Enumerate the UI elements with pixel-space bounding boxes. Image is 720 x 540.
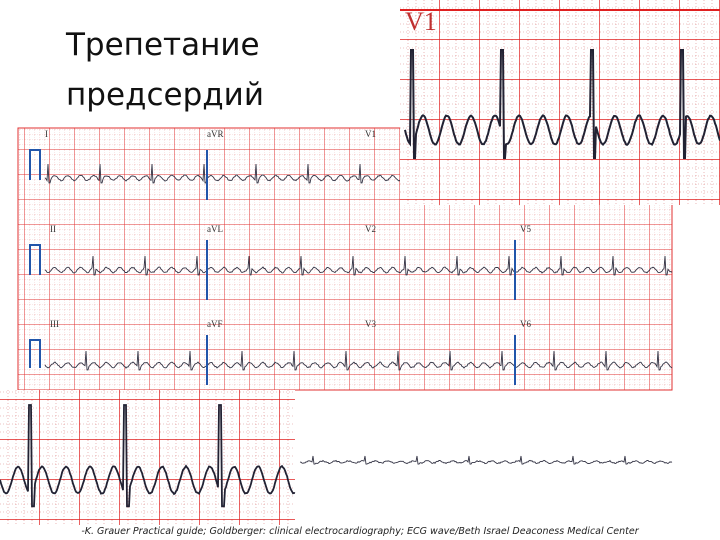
- ecg-wave: [44, 163, 401, 184]
- lead-label: V2: [365, 224, 376, 234]
- v1-trace: [404, 49, 720, 159]
- lead-label: III: [50, 319, 59, 329]
- ecg-traces: [44, 150, 673, 465]
- lead-label: aVF: [207, 319, 223, 329]
- ecg-wave: [44, 255, 673, 276]
- v1-inset: [400, 0, 720, 205]
- lead-label: II: [50, 224, 56, 234]
- lead-label: V6: [520, 319, 531, 329]
- lead-label: V3: [365, 319, 376, 329]
- lead-label: aVR: [207, 129, 224, 139]
- ecg-wave: [0, 404, 296, 508]
- inset-label: V1: [405, 7, 437, 36]
- title-line: Трепетание: [65, 27, 260, 63]
- lead-label: V5: [520, 224, 531, 234]
- lead-label: aVL: [207, 224, 223, 234]
- ecg-wave: [404, 49, 720, 159]
- calibration-pulses: [29, 149, 41, 368]
- caption: -K. Grauer Practical guide; Goldberger: …: [81, 526, 639, 537]
- bottom-trace: [0, 404, 296, 508]
- lead-label: V1: [365, 129, 376, 139]
- bottom-inset: [0, 390, 295, 525]
- title-line: предсердий: [66, 77, 264, 113]
- lead-label: I: [45, 129, 48, 139]
- ecg-wave: [299, 455, 673, 465]
- ecg-wave: [44, 350, 673, 371]
